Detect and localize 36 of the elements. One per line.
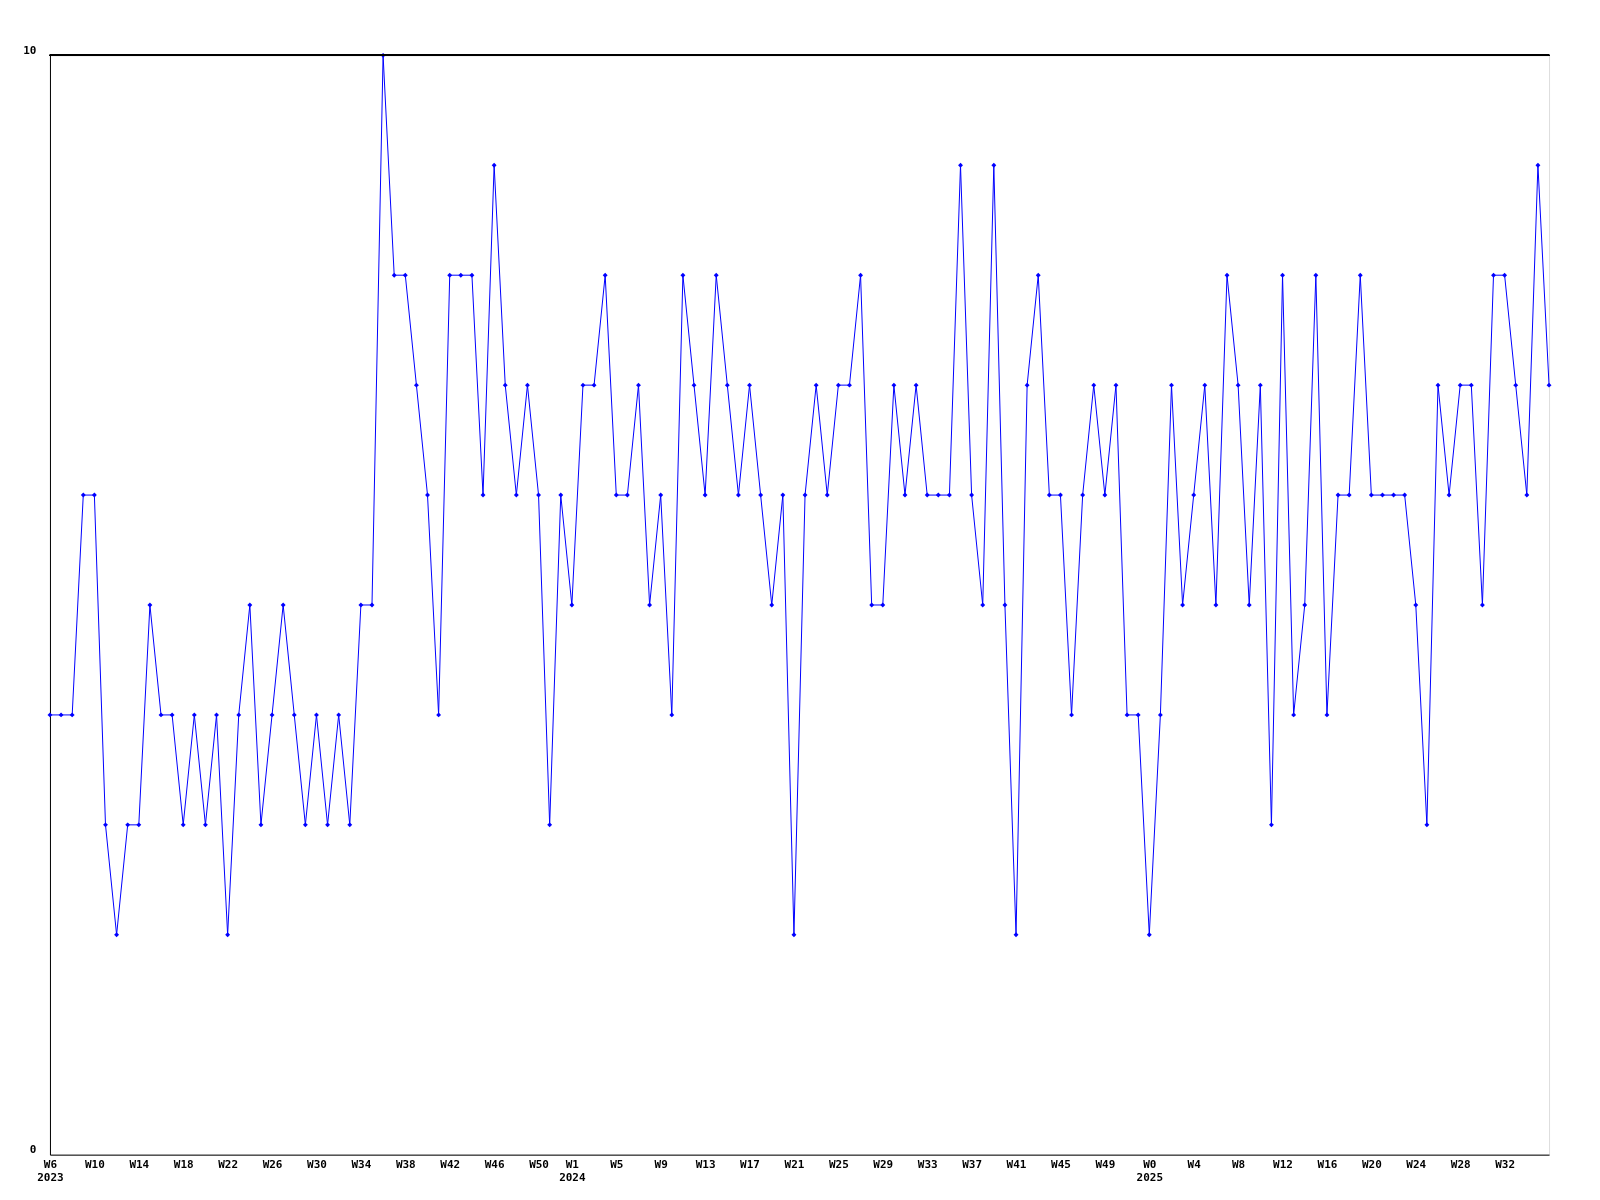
x-tick-label: W32: [1495, 1158, 1516, 1172]
y-tick-label: 0: [29, 1143, 37, 1157]
x-tick-label: W0 2025: [1136, 1158, 1164, 1185]
x-tick-label: W42: [440, 1158, 461, 1172]
x-tick-label: W18: [173, 1158, 194, 1172]
x-tick-label: W14: [129, 1158, 150, 1172]
x-tick-label: W17: [740, 1158, 760, 1172]
x-tick-label: W38: [395, 1158, 416, 1172]
x-tick-label: W9: [654, 1158, 668, 1172]
x-tick-label: W12: [1273, 1158, 1293, 1172]
x-tick-label: W29: [873, 1158, 894, 1172]
x-tick-label: W8: [1232, 1158, 1246, 1172]
x-tick-label: W37: [962, 1158, 983, 1172]
x-tick-label: W5: [610, 1158, 624, 1172]
x-tick-label: W26: [262, 1158, 283, 1172]
x-tick-label: W46: [484, 1158, 505, 1172]
x-tick-label: W16: [1317, 1158, 1338, 1172]
x-tick-label: W28: [1450, 1158, 1471, 1172]
x-tick-label: W41: [1006, 1158, 1027, 1172]
x-tick-label: W30: [307, 1158, 327, 1172]
x-tick-label: W13: [695, 1158, 716, 1172]
x-tick-label: W24: [1406, 1158, 1427, 1172]
x-tick-label: W50: [529, 1158, 549, 1172]
x-tick-label: W22: [218, 1158, 239, 1172]
x-tick-label: W4: [1187, 1158, 1202, 1172]
x-tick-label: W21: [784, 1158, 805, 1172]
x-tick-label: W25: [828, 1158, 849, 1172]
x-tick-label: W49: [1095, 1158, 1116, 1172]
x-tick-label: W45: [1051, 1158, 1071, 1172]
x-tick-label: W6 2023: [37, 1158, 64, 1185]
x-tick-label: W34: [351, 1158, 372, 1172]
x-tick-label: W1 2024: [559, 1158, 586, 1185]
x-tick-label: W10: [84, 1158, 105, 1172]
x-tick-label: W20: [1361, 1158, 1382, 1172]
y-tick-label: 10: [23, 43, 37, 57]
x-tick-label: W33: [917, 1158, 938, 1172]
